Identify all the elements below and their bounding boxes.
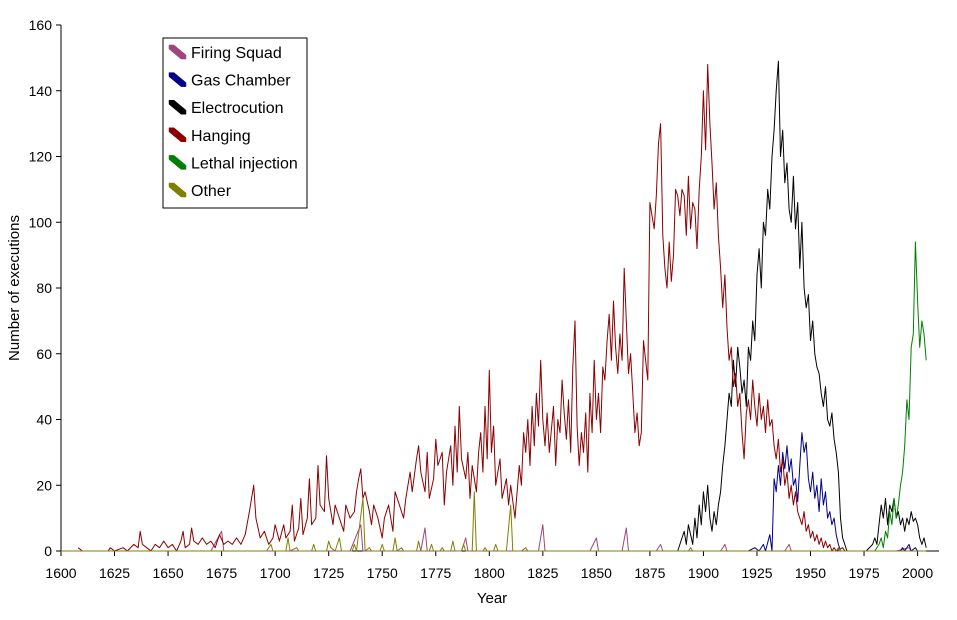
tick-labels: 1600 1625 1650 1675 1700 1725 1750 1775 1800 1825…: [29, 17, 934, 581]
series-line-lethal-injection: [874, 241, 927, 552]
x-tick-label: 1975: [848, 565, 879, 581]
x-tick-label: 1900: [688, 565, 719, 581]
y-tick-label: 60: [36, 346, 52, 362]
series-line-hanging: [77, 63, 927, 552]
y-tick-label: 120: [29, 149, 53, 165]
series-line-electrocution: [677, 60, 927, 552]
legend-box: [162, 37, 308, 209]
legend-label-other: Other: [191, 183, 232, 200]
x-tick-label: 2000: [902, 565, 933, 581]
y-tick-label: 100: [29, 214, 53, 230]
legend-label-lethal-injection: Lethal injection: [191, 155, 298, 172]
legend-swatch-firing-squad: [168, 44, 187, 60]
y-tick-label: 40: [36, 412, 52, 428]
legend-swatch-hanging: [168, 127, 187, 143]
x-tick-label: 1800: [474, 565, 505, 581]
y-tick-label: 160: [29, 17, 53, 33]
x-tick-label: 1625: [99, 565, 130, 581]
x-tick-label: 1850: [581, 565, 612, 581]
legend-label-gas-chamber: Gas Chamber: [191, 73, 291, 90]
series-layer: [61, 60, 927, 552]
y-tick-label: 80: [36, 280, 52, 296]
series-line-other: [61, 491, 927, 552]
legend-swatch-gas-chamber: [168, 72, 187, 87]
y-axis-title: Number of executions: [6, 215, 23, 361]
legend-label-hanging: Hanging: [191, 128, 251, 145]
legend: Firing Squad Gas Chamber Electrocution Hang…: [162, 37, 308, 209]
series-line-firing-squad: [61, 524, 927, 552]
y-tick-label: 0: [44, 543, 52, 559]
x-tick-label: 1700: [260, 565, 291, 581]
x-tick-label: 1750: [367, 565, 398, 581]
x-tick-label: 1725: [313, 565, 344, 581]
x-tick-label: 1675: [206, 565, 237, 581]
x-tick-label: 1775: [420, 565, 451, 581]
x-tick-label: 1950: [795, 565, 826, 581]
y-tick-label: 140: [29, 83, 53, 99]
x-tick-label: 1600: [45, 565, 76, 581]
legend-swatch-electrocution: [168, 99, 187, 115]
x-tick-label: 1650: [152, 565, 183, 581]
x-axis-title: Year: [477, 590, 507, 607]
tick-marks: [56, 24, 919, 556]
legend-label-firing-squad: Firing Squad: [191, 45, 282, 62]
x-tick-label: 1875: [634, 565, 665, 581]
x-tick-label: 1825: [527, 565, 558, 581]
legend-label-electrocution: Electrocution: [191, 100, 284, 117]
x-tick-label: 1925: [741, 565, 772, 581]
legend-swatch-lethal-injection: [168, 155, 187, 170]
legend-swatch-other: [168, 182, 187, 198]
y-tick-label: 20: [36, 477, 52, 493]
